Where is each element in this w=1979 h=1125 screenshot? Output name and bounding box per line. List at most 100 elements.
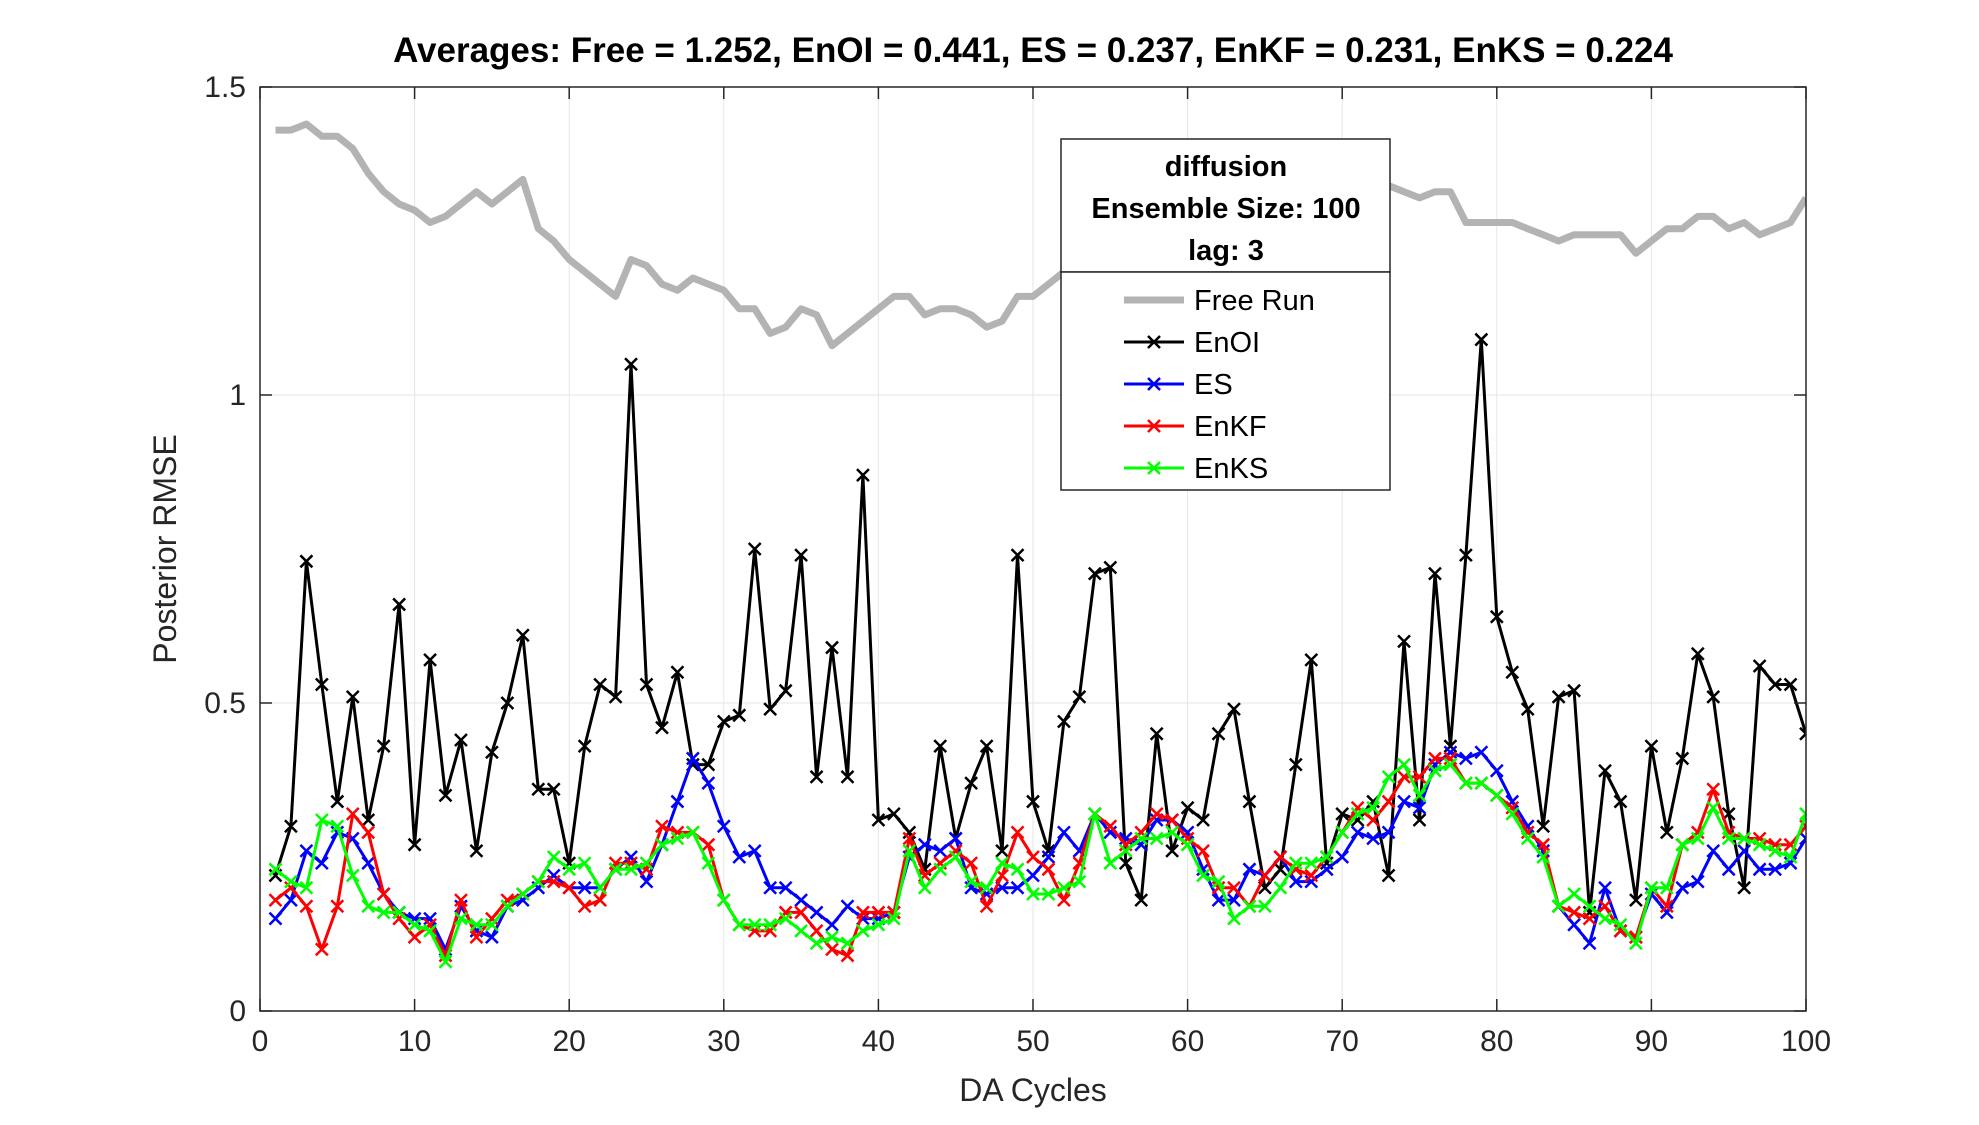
data-point-enks bbox=[1041, 887, 1056, 901]
x-tick-label: 20 bbox=[553, 1025, 586, 1058]
ticks: 0 10 20 30 40 50 60 70 80 90 100 0 0.5 1 1.5 bbox=[204, 71, 1831, 1058]
legend-entry-es: ES bbox=[1124, 369, 1233, 401]
data-point-enkf bbox=[299, 899, 314, 914]
legend-label-es: ES bbox=[1194, 369, 1233, 401]
x-tick-label: 80 bbox=[1480, 1025, 1513, 1058]
data-point-enks bbox=[995, 856, 1009, 871]
data-point-es bbox=[361, 856, 376, 871]
data-point-es bbox=[763, 880, 778, 895]
data-point-enoi bbox=[1211, 726, 1226, 741]
data-point-es bbox=[778, 880, 793, 895]
data-point-enks bbox=[1087, 806, 1102, 821]
data-point-es bbox=[1690, 874, 1705, 889]
data-point-enks bbox=[500, 899, 515, 914]
data-point-es bbox=[268, 911, 283, 926]
data-point-enkf bbox=[1149, 806, 1164, 821]
data-point-enoi bbox=[284, 819, 298, 834]
data-point-enks bbox=[1397, 757, 1411, 772]
data-point-enks bbox=[407, 917, 422, 932]
data-point-es bbox=[1227, 893, 1241, 908]
data-point-es bbox=[1489, 763, 1504, 778]
data-point-enoi bbox=[1227, 702, 1241, 717]
data-point-enoi bbox=[1520, 702, 1535, 717]
data-point-es bbox=[423, 911, 437, 926]
data-point-enkf bbox=[314, 942, 329, 957]
data-point-es bbox=[1721, 862, 1736, 877]
data-point-enks bbox=[1180, 837, 1195, 852]
data-point-enkf bbox=[608, 856, 623, 871]
data-point-enkf bbox=[979, 899, 994, 914]
data-point-enoi bbox=[1072, 689, 1087, 704]
data-point-enkf bbox=[1536, 837, 1551, 852]
legend-title-line-3: lag: 3 bbox=[1188, 235, 1264, 267]
data-point-es bbox=[1783, 856, 1798, 871]
data-point-enoi bbox=[577, 739, 592, 754]
data-point-enkf bbox=[330, 899, 345, 914]
data-point-enks bbox=[670, 831, 685, 846]
data-point-enks bbox=[562, 862, 577, 877]
data-point-enks bbox=[655, 837, 669, 852]
data-point-enkf bbox=[1520, 825, 1535, 840]
data-point-enoi bbox=[701, 757, 716, 772]
data-point-enks bbox=[886, 911, 901, 926]
legend: diffusion Ensemble Size: 100 lag: 3 Free… bbox=[1060, 138, 1391, 491]
data-point-enks bbox=[1474, 776, 1489, 790]
legend-label-enks: EnKS bbox=[1194, 453, 1268, 485]
x-tick-label: 100 bbox=[1781, 1025, 1831, 1058]
data-point-enks bbox=[1505, 806, 1520, 821]
data-point-enoi bbox=[314, 677, 329, 692]
data-point-enks bbox=[1690, 831, 1705, 846]
data-point-enks bbox=[1057, 880, 1071, 895]
data-point-enks bbox=[376, 905, 391, 920]
data-point-enoi bbox=[361, 813, 376, 827]
legend-marker-enks bbox=[1147, 461, 1161, 475]
legend-title-line-2: Ensemble Size: 100 bbox=[1091, 193, 1360, 225]
x-tick-label: 50 bbox=[1016, 1025, 1049, 1058]
data-point-enks bbox=[515, 887, 530, 901]
data-point-es bbox=[1412, 800, 1427, 815]
data-point-enks bbox=[1288, 856, 1303, 871]
data-point-es bbox=[948, 831, 963, 846]
data-point-es bbox=[1242, 862, 1257, 877]
data-point-enoi bbox=[886, 806, 901, 821]
data-point-es bbox=[917, 837, 932, 852]
legend-marker-es bbox=[1147, 377, 1161, 391]
data-point-enks bbox=[1737, 831, 1752, 846]
data-point-enks bbox=[1103, 856, 1118, 871]
data-point-enks bbox=[1258, 899, 1272, 914]
data-point-enkf bbox=[1227, 880, 1241, 895]
data-point-enoi bbox=[593, 677, 608, 692]
data-point-enks bbox=[732, 917, 747, 932]
data-point-enkf bbox=[1103, 819, 1118, 834]
data-point-es bbox=[1211, 893, 1226, 908]
data-point-enoi bbox=[1690, 646, 1705, 661]
legend-title-line-1: diffusion bbox=[1165, 151, 1287, 183]
data-point-enks bbox=[577, 856, 592, 871]
y-tick-label: 0.5 bbox=[204, 687, 246, 720]
data-point-enks bbox=[531, 874, 546, 889]
data-point-enkf bbox=[871, 905, 886, 920]
data-point-es bbox=[624, 850, 638, 864]
data-point-enoi bbox=[1783, 677, 1798, 692]
data-point-enkf bbox=[1659, 899, 1674, 914]
data-point-enoi bbox=[1010, 548, 1025, 563]
data-point-enoi bbox=[392, 597, 407, 612]
data-point-enkf bbox=[1582, 911, 1597, 926]
data-point-es bbox=[299, 843, 314, 858]
data-point-enoi bbox=[1752, 659, 1767, 673]
data-point-enks bbox=[1567, 887, 1581, 901]
series-line-free-run bbox=[275, 120, 1806, 350]
data-point-es bbox=[1319, 862, 1334, 877]
data-point-enks bbox=[1489, 788, 1504, 803]
legend-title-box bbox=[1060, 138, 1391, 273]
data-point-enoi bbox=[902, 825, 917, 840]
data-point-enks bbox=[1659, 880, 1674, 895]
data-point-enks bbox=[902, 843, 917, 858]
data-point-enkf bbox=[1304, 868, 1319, 883]
data-point-enoi bbox=[1397, 634, 1411, 649]
data-point-enks bbox=[747, 917, 762, 932]
data-point-enkf bbox=[361, 825, 376, 840]
data-point-enkf bbox=[1567, 905, 1581, 920]
data-point-es bbox=[639, 874, 654, 889]
